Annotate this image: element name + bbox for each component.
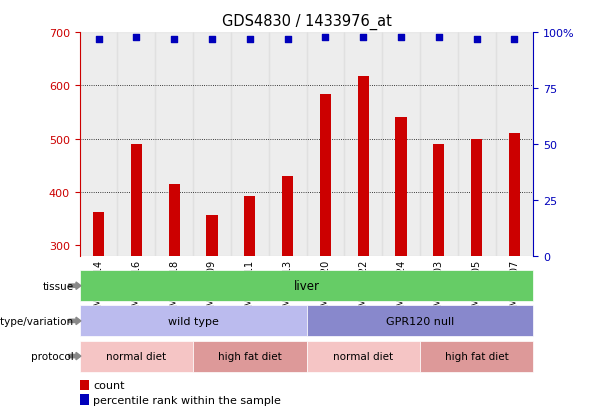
Point [509,36,519,43]
Point [321,34,330,41]
Bar [93,213,104,256]
Bar [169,184,180,256]
Bar [131,145,142,256]
Bar [155,33,193,256]
Text: genotype/variation: genotype/variation [0,316,74,326]
Bar [382,33,420,256]
Point [358,34,368,41]
Bar [357,76,369,256]
Bar [268,33,306,256]
Text: normal diet: normal diet [106,351,167,361]
Bar [420,33,458,256]
Bar [433,145,444,256]
Point [434,34,444,41]
Bar [118,33,155,256]
Text: wild type: wild type [168,316,218,326]
Bar [80,33,118,256]
Bar [495,33,533,256]
Title: GDS4830 / 1433976_at: GDS4830 / 1433976_at [221,14,392,30]
Point [396,34,406,41]
Text: count: count [93,380,124,390]
Point [131,34,141,41]
Text: GPR120 null: GPR120 null [386,316,454,326]
Bar [320,95,331,256]
Text: protocol: protocol [31,351,74,361]
Bar [509,134,520,256]
Point [207,36,217,43]
Point [472,36,482,43]
Text: percentile rank within the sample: percentile rank within the sample [93,395,281,405]
Point [245,36,255,43]
Bar [244,197,256,256]
Text: high fat diet: high fat diet [218,351,281,361]
Bar [471,139,482,256]
Bar [395,118,406,256]
Point [169,36,179,43]
Text: liver: liver [294,280,319,292]
Bar [282,176,293,256]
Text: high fat diet: high fat diet [445,351,508,361]
Text: tissue: tissue [42,281,74,291]
Text: normal diet: normal diet [333,351,394,361]
Bar [458,33,495,256]
Point [94,36,104,43]
Bar [193,33,231,256]
Bar [207,215,218,256]
Bar [306,33,345,256]
Bar [231,33,268,256]
Point [283,36,292,43]
Bar [345,33,382,256]
